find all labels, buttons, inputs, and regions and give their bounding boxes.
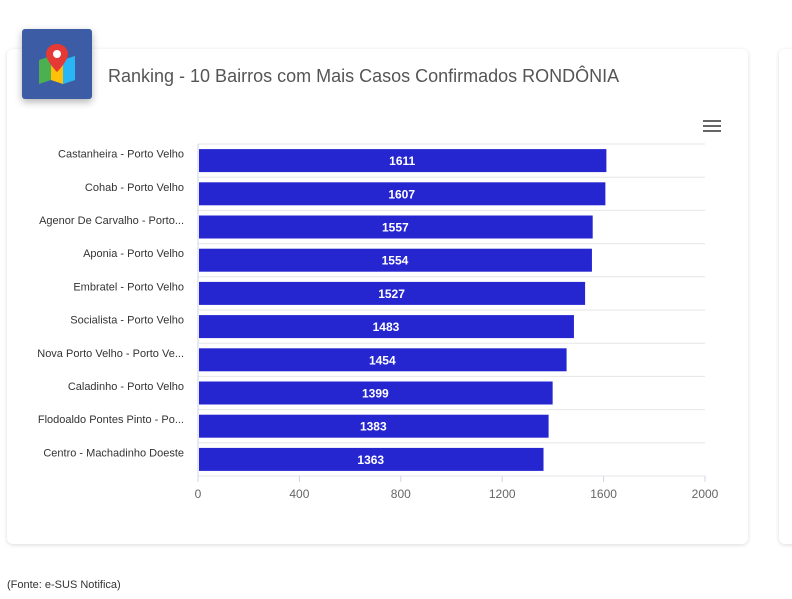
- category-label: Aponia - Porto Velho: [83, 248, 184, 260]
- source-note: (Fonte: e-SUS Notifica): [7, 579, 121, 591]
- category-label: Flodoaldo Pontes Pinto - Po...: [38, 414, 184, 426]
- data-label: 1554: [382, 254, 409, 268]
- data-label: 1611: [389, 154, 415, 168]
- hamburger-menu-icon[interactable]: [703, 118, 721, 134]
- category-label: Castanheira - Porto Velho: [58, 149, 184, 161]
- bar: [199, 447, 544, 471]
- category-label: Centro - Machadinho Doeste: [43, 447, 184, 459]
- data-label: 1363: [357, 453, 384, 467]
- category-label: Agenor De Carvalho - Porto...: [39, 215, 184, 227]
- bar: [199, 182, 606, 206]
- bar: [199, 348, 567, 372]
- x-tick-label: 400: [289, 487, 309, 501]
- data-label: 1557: [382, 221, 409, 235]
- x-tick-label: 2000: [692, 487, 719, 501]
- bar: [199, 315, 574, 339]
- category-label: Cohab - Porto Velho: [85, 182, 184, 194]
- map-pin-icon: [22, 29, 92, 99]
- data-label: 1527: [378, 287, 405, 301]
- data-label: 1607: [388, 187, 415, 201]
- category-label: Embratel - Porto Velho: [73, 281, 184, 293]
- bar: [199, 215, 593, 239]
- bar: [199, 414, 549, 438]
- bar: [199, 381, 553, 405]
- category-label: Nova Porto Velho - Porto Ve...: [37, 348, 184, 360]
- data-label: 1399: [362, 387, 389, 401]
- x-tick-label: 1600: [590, 487, 617, 501]
- bar: [199, 248, 592, 272]
- data-label: 1383: [360, 420, 387, 434]
- next-card: [779, 49, 792, 544]
- data-label: 1483: [373, 320, 400, 334]
- x-tick-label: 0: [195, 487, 202, 501]
- x-tick-label: 800: [391, 487, 411, 501]
- chart-title: Ranking - 10 Bairros com Mais Casos Conf…: [108, 66, 620, 86]
- data-label: 1454: [369, 353, 396, 367]
- bar: [199, 281, 586, 305]
- x-tick-label: 1200: [489, 487, 516, 501]
- bar: [199, 149, 607, 173]
- category-label: Caladinho - Porto Velho: [68, 381, 184, 393]
- category-label: Socialista - Porto Velho: [70, 315, 184, 327]
